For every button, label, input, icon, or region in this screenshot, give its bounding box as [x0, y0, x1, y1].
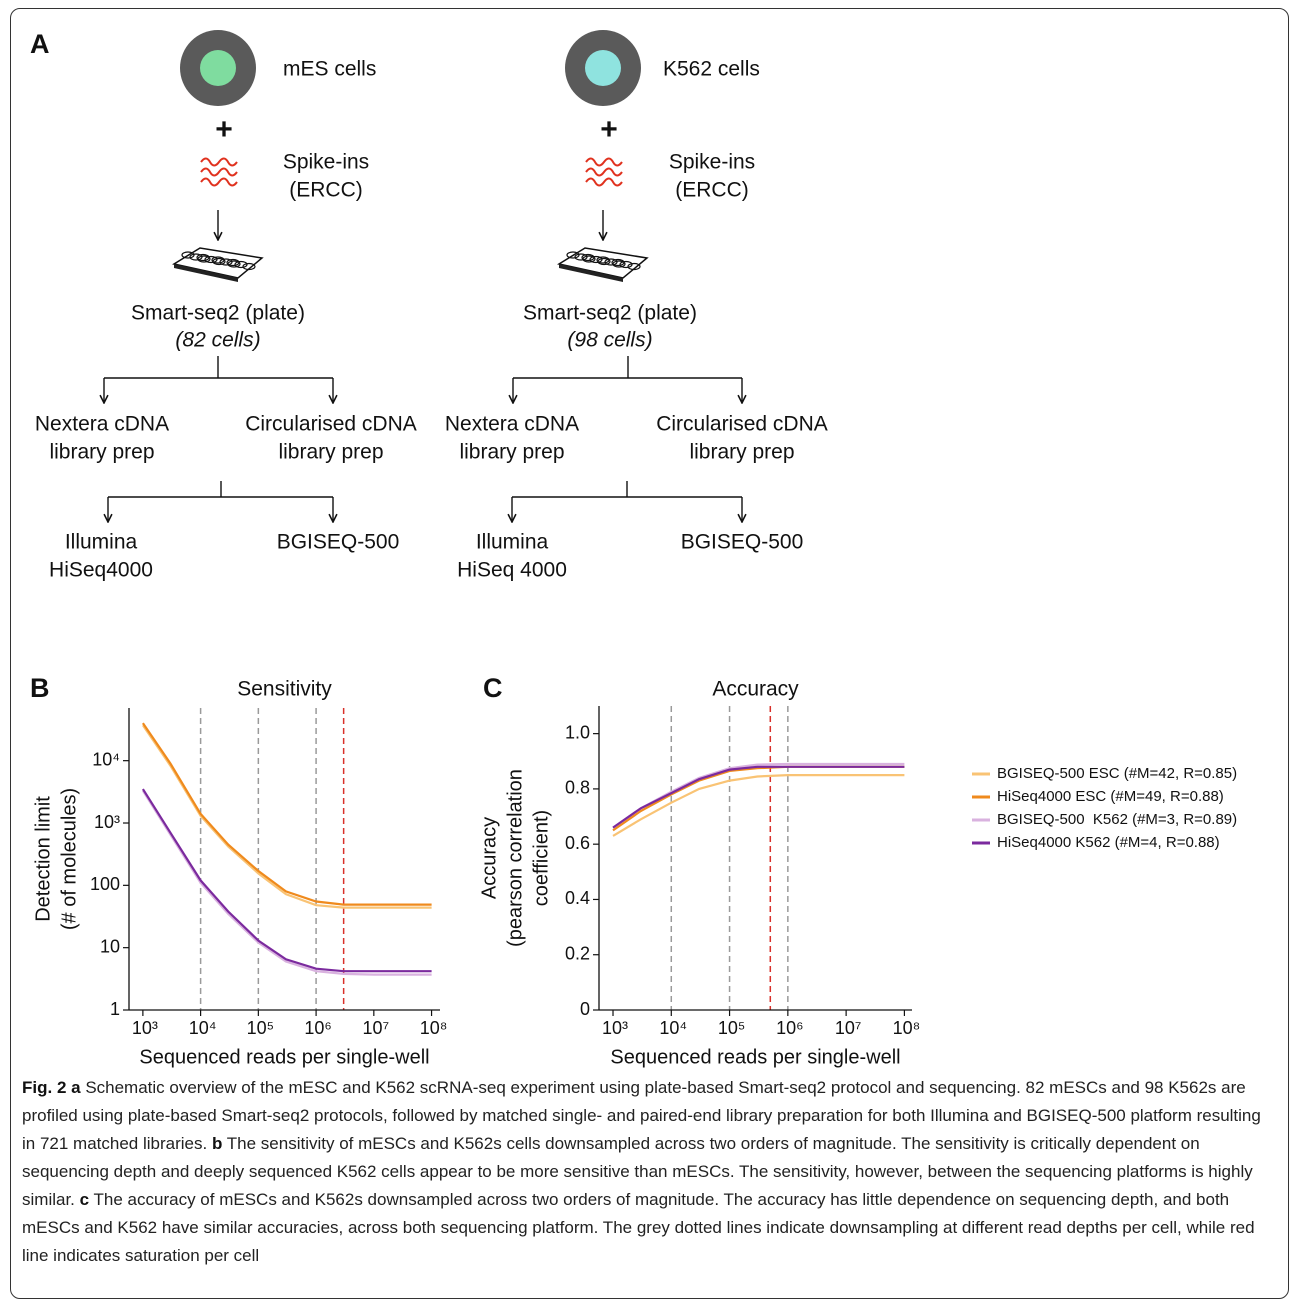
diagram-label: Circularised cDNA: [656, 413, 828, 436]
diagram-label: BGISEQ-500: [681, 531, 804, 554]
diagram-label: Circularised cDNA: [245, 413, 417, 436]
cell-nucleus: [585, 50, 621, 86]
caption: Fig. 2 a Schematic overview of the mESC …: [22, 1074, 1274, 1270]
series-line: [143, 791, 432, 975]
diagram-label: (ERCC): [675, 179, 749, 202]
legend-label: HiSeq4000 K562 (#M=4, R=0.88): [997, 834, 1220, 851]
chart-title: Sensitivity: [237, 678, 332, 701]
x-tick-label: 10⁴: [189, 1018, 217, 1038]
x-tick-label: 10⁷: [363, 1018, 390, 1038]
spike-in-icon: [201, 179, 237, 186]
x-tick-label: 10⁵: [718, 1018, 745, 1038]
y-axis-title: (# of molecules): [58, 788, 80, 930]
y-tick-label: 0.4: [565, 888, 590, 908]
diagram-label: HiSeq 4000: [457, 559, 567, 582]
legend-label: BGISEQ-500 ESC (#M=42, R=0.85): [997, 765, 1237, 782]
diagram-label: Illumina: [65, 531, 138, 554]
diagram-label: Nextera cDNA: [35, 413, 169, 436]
y-tick-label: 1.0: [565, 722, 590, 742]
spike-in-icon: [201, 169, 237, 176]
panel-label: B: [30, 673, 50, 703]
x-tick-label: 10⁵: [247, 1018, 274, 1038]
legend-label: HiSeq4000 ESC (#M=49, R=0.88): [997, 788, 1224, 805]
panel-label: C: [483, 673, 503, 703]
x-tick-label: 10³: [602, 1018, 628, 1038]
series-line: [613, 775, 904, 836]
series-line: [613, 764, 904, 828]
diagram-label: +: [600, 113, 618, 146]
caption-label: c: [80, 1190, 89, 1209]
y-axis-title: Accuracy: [478, 817, 500, 899]
diagram-label: K562 cells: [663, 58, 760, 81]
y-tick-label: 0.2: [565, 943, 590, 963]
panel-label: A: [30, 29, 50, 59]
y-tick-label: 0.8: [565, 778, 590, 798]
caption-text: The accuracy of mESCs and K562s downsamp…: [22, 1190, 1255, 1265]
diagram-label: (82 cells): [175, 329, 260, 352]
caption-label: b: [212, 1134, 222, 1153]
x-tick-label: 10⁶: [776, 1018, 803, 1038]
x-tick-label: 10⁷: [835, 1018, 862, 1038]
diagram-label: +: [215, 113, 233, 146]
x-axis-title: Sequenced reads per single-well: [139, 1046, 429, 1068]
series-line: [143, 789, 432, 971]
x-tick-label: 10⁶: [304, 1018, 331, 1038]
diagram-label: Nextera cDNA: [445, 413, 579, 436]
y-tick-label: 100: [90, 874, 120, 894]
spike-in-icon: [586, 169, 622, 176]
x-tick-label: 10³: [132, 1018, 158, 1038]
spike-in-icon: [586, 159, 622, 166]
diagram-label: library prep: [459, 441, 564, 464]
y-tick-label: 10⁴: [92, 749, 120, 769]
diagram-label: library prep: [278, 441, 383, 464]
diagram-label: HiSeq4000: [49, 559, 153, 582]
spike-in-icon: [586, 179, 622, 186]
x-axis-title: Sequenced reads per single-well: [610, 1046, 900, 1068]
x-tick-label: 10⁸: [893, 1018, 921, 1038]
legend-label: BGISEQ-500 K562 (#M=3, R=0.89): [997, 811, 1237, 828]
diagram-label: library prep: [689, 441, 794, 464]
x-tick-label: 10⁸: [420, 1018, 448, 1038]
diagram-label: library prep: [49, 441, 154, 464]
caption-label: Fig. 2 a: [22, 1078, 81, 1097]
y-tick-label: 0.6: [565, 833, 590, 853]
y-tick-label: 1: [110, 999, 120, 1019]
spike-in-icon: [201, 159, 237, 166]
y-tick-label: 10³: [94, 812, 120, 832]
y-axis-title: Detection limit: [32, 796, 54, 922]
chart-title: Accuracy: [712, 678, 799, 701]
diagram-label: (98 cells): [567, 329, 652, 352]
diagram-label: mES cells: [283, 58, 376, 81]
diagram-label: Smart-seq2 (plate): [131, 302, 305, 325]
diagram-label: Smart-seq2 (plate): [523, 302, 697, 325]
diagram-label: (ERCC): [289, 179, 363, 202]
y-axis-title: coefficient): [530, 810, 552, 906]
diagram-label: Illumina: [476, 531, 549, 554]
diagram-label: BGISEQ-500: [277, 531, 400, 554]
diagram-label: Spike-ins: [669, 151, 755, 174]
y-tick-label: 10: [100, 936, 120, 956]
figure: A mES cells + Spike-ins (ERCC) Smart-seq2 (p…: [0, 0, 1293, 1070]
series-line: [143, 725, 432, 907]
y-axis-title: (pearson correlation: [504, 769, 526, 947]
x-tick-label: 10⁴: [659, 1018, 687, 1038]
cell-nucleus: [200, 50, 236, 86]
diagram-label: Spike-ins: [283, 151, 369, 174]
series-line: [143, 723, 432, 905]
y-tick-label: 0: [580, 999, 590, 1019]
